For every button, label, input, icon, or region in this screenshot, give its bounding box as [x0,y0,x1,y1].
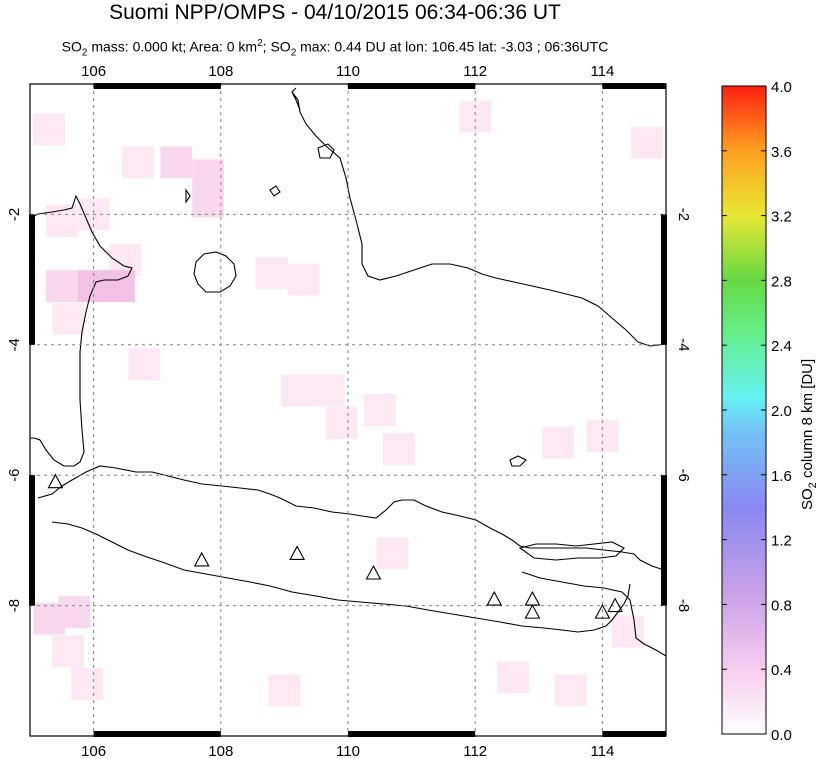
x-tick-top-2: 110 [336,63,360,80]
so2-cell-14 [128,348,161,381]
so2-cell-4 [192,185,224,218]
so2-cell-18 [363,394,396,426]
so2-cell-5 [45,205,78,237]
x-tick-bottom-3: 112 [463,743,487,759]
frame-bar-right-1 [661,214,667,345]
so2-cell-22 [631,126,663,159]
frame-bar-bottom-1 [93,731,221,737]
cbar-label-4: 2.4 [771,338,792,355]
cbar-label-5: 2.0 [771,403,792,420]
volcano-0 [47,473,64,489]
coast-island-3 [269,185,281,197]
frame-bar-top-5 [602,83,666,89]
so2-cell-29 [268,674,301,707]
cbar-label-10: 0.0 [771,727,792,744]
y-tick-left-3: -8 [6,599,23,612]
coast-island-1 [317,143,335,159]
y-tick-left-1: -4 [6,338,23,351]
frame-bar-bottom-3 [348,731,476,737]
so2-cell-30 [554,674,587,707]
so2-cell-32 [611,615,644,648]
x-tick-bottom-0: 106 [81,743,106,759]
volcano-2 [289,545,306,560]
y-tick-right-0: -2 [675,208,692,221]
frame-bar-top-1 [93,83,221,89]
coast-island-2 [509,455,527,467]
coastlines [30,87,666,657]
tick-labels: 106 106 108 108 110 110 112 112 114 114 -2 -2 -4 -4 -6… [6,63,692,759]
so2-cell-17 [325,407,358,439]
map-title: Suomi NPP/OMPS - 04/10/2015 06:34-06:36 … [109,1,561,24]
cbar-label-2: 3.2 [771,209,792,226]
x-tick-top-1: 108 [208,63,233,80]
grid-lines [30,84,666,736]
so2-cell-16 [313,374,345,407]
so2-cell-27 [71,667,104,700]
map-subtitle: SO2 mass: 0.000 kt; Area: 0 km2; SO2 max… [61,38,609,59]
so2-cell-25 [58,596,91,629]
volcano-3 [365,564,382,580]
x-tick-top-4: 114 [590,63,614,80]
so2-cell-28 [376,537,409,570]
coast-sumatra [30,194,133,467]
so2-cell-12 [287,263,320,296]
cbar-label-0: 4.0 [771,79,792,96]
so2-cell-26 [52,635,85,668]
coast-belitung [193,251,237,293]
y-tick-right-3: -8 [675,599,692,612]
cbar-label-7: 1.2 [771,533,792,550]
so2-cell-20 [541,426,574,459]
so2-cell-31 [497,661,530,694]
so2-cell-19 [382,433,415,466]
volcano-markers [47,473,624,619]
coast-kalimantan [291,91,666,347]
cbar-label-1: 3.6 [771,144,792,161]
coast-java-south [51,521,631,633]
volcano-6 [524,603,541,619]
coast-madura [518,541,625,561]
y-tick-left-2: -6 [6,469,23,482]
x-tick-top-3: 112 [463,63,487,80]
frame-bars [29,83,667,737]
so2-cell-15 [281,374,314,407]
frame-bar-top-3 [348,83,476,89]
so2-cells [33,100,663,707]
volcano-4 [486,590,503,606]
frame-bar-bottom-5 [602,731,666,737]
x-tick-top-0: 106 [81,63,106,80]
frame-bar-right-3 [661,475,667,606]
coast-java-north [37,465,665,571]
frame-bar-left-1 [29,214,35,345]
x-tick-bottom-2: 110 [336,743,360,759]
cbar-label-3: 2.8 [771,273,792,290]
x-tick-bottom-1: 108 [208,743,233,759]
cbar-label-6: 1.6 [771,468,792,485]
colorbar-label: SO2 column 8 km [DU] [799,358,819,510]
coast-east-java [521,571,666,657]
y-tick-left-0: -2 [6,208,23,221]
volcano-5 [524,590,541,606]
volcano-1 [193,551,210,567]
cbar-label-9: 0.4 [771,662,792,679]
so2-cell-11 [255,257,288,289]
colorbar-ticks: 4.0 3.6 3.2 2.8 2.4 2.0 1.6 1.2 0.8 0.4 0.0 [722,79,792,744]
y-tick-right-1: -4 [675,338,692,351]
so2-cell-0 [33,113,65,146]
so2-cell-9 [103,270,135,303]
coast-kalimantan-top [291,87,301,111]
cbar-label-8: 0.8 [771,597,792,614]
coast-island-4 [185,188,191,204]
colorbar [721,85,767,735]
y-tick-right-2: -6 [675,469,692,482]
so2-cell-10 [45,270,78,303]
so2-cell-13 [52,302,85,335]
frame-bar-left-3 [29,475,35,606]
x-tick-bottom-4: 114 [590,743,614,759]
volcano-7 [594,603,611,619]
so2-cell-2 [160,146,193,179]
volcano-8 [607,597,624,613]
so2-cell-1 [122,146,155,179]
